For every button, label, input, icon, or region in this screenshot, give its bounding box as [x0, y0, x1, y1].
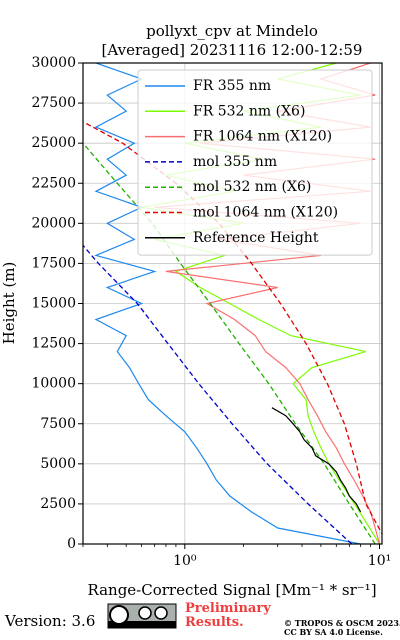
y-tick-label: 5000 — [40, 456, 76, 472]
y-tick-label: 15000 — [31, 296, 76, 312]
y-tick-label: 17500 — [31, 255, 76, 271]
legend-label: FR 532 nm (X6) — [193, 103, 305, 119]
series-line — [271, 407, 362, 513]
y-tick-label: 20000 — [31, 215, 76, 231]
y-tick-label: 7500 — [40, 416, 76, 432]
y-tick-label: 2500 — [40, 496, 76, 512]
license-text: CC BY SA 4.0 License. — [284, 627, 383, 637]
y-tick-label: 0 — [67, 536, 76, 552]
version-label: Version: 3.6 — [4, 612, 95, 630]
copyright: © TROPOS & OSCM 2023. — [284, 618, 400, 628]
x-axis-label: Range-Corrected Signal [Mm⁻¹ * sr⁻¹] — [87, 581, 376, 599]
legend-label: FR 355 nm — [193, 78, 271, 94]
y-tick-label: 22500 — [31, 175, 76, 191]
x-tick-label: 10¹ — [368, 553, 391, 569]
legend-label: FR 1064 nm (X120) — [193, 129, 332, 145]
legend-label: mol 1064 nm (X120) — [193, 205, 338, 221]
legend-box — [137, 69, 373, 256]
legend-label: Reference Height — [193, 230, 319, 246]
license-badge — [107, 603, 177, 629]
preliminary-notice: Preliminary Results. — [185, 601, 271, 630]
plot-frame — [82, 62, 383, 545]
y-axis-label: Height (m) — [0, 262, 18, 345]
legend-label: mol 532 nm (X6) — [193, 179, 311, 195]
y-tick-label: 25000 — [31, 135, 76, 151]
y-tick-label: 10000 — [31, 376, 76, 392]
legend-label: mol 355 nm — [193, 154, 277, 170]
x-tick-label: 10⁰ — [173, 553, 197, 569]
series-line — [94, 63, 361, 544]
chart-subtitle: [Averaged] 20231116 12:00-12:59 — [102, 41, 363, 59]
y-tick-label: 12500 — [31, 336, 76, 352]
y-tick-label: 30000 — [31, 55, 76, 71]
y-tick-label: 27500 — [31, 95, 76, 111]
chart-title: pollyxt_cpv at Mindelo — [146, 22, 318, 40]
series-line — [83, 244, 353, 544]
